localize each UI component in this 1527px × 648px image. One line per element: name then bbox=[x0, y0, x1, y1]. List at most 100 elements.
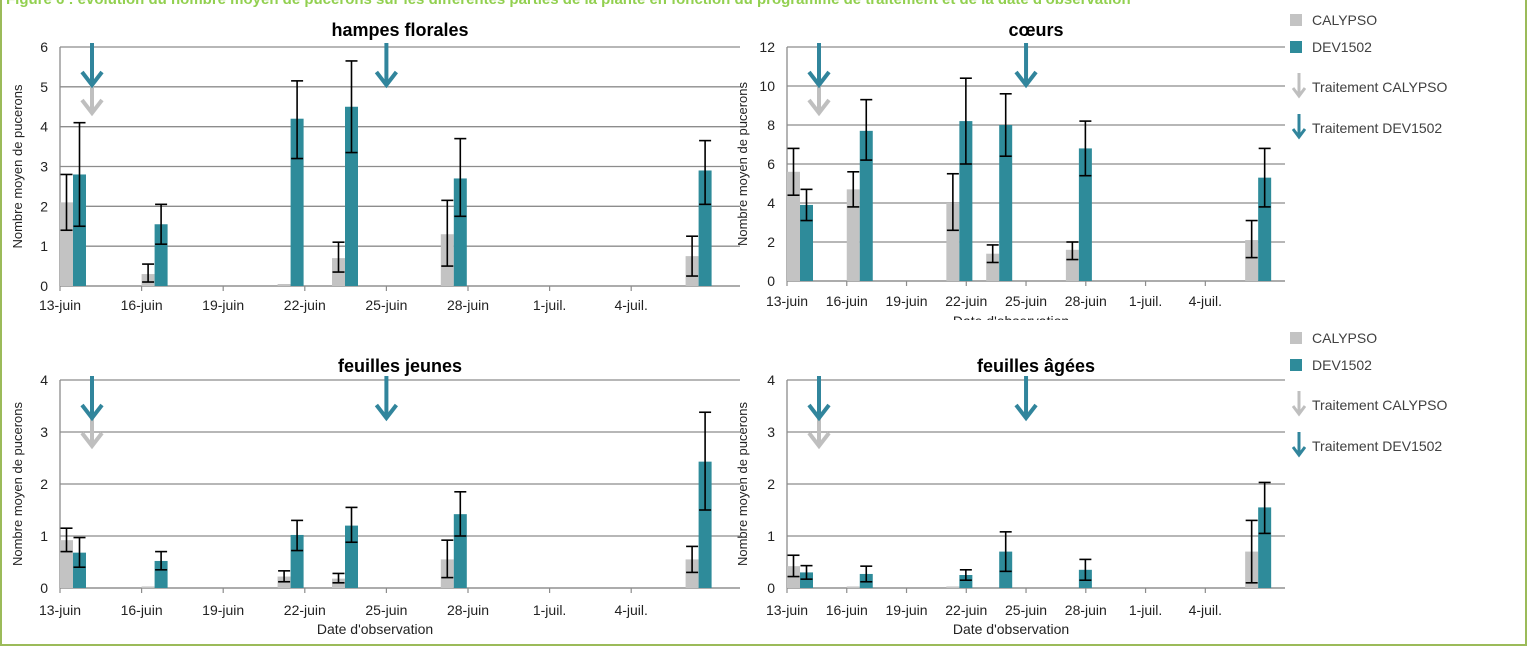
bar-dev1502 bbox=[154, 224, 168, 286]
treatment-arrow-dev1502 bbox=[1014, 376, 1038, 422]
bar-calypso bbox=[685, 559, 699, 588]
y-tick-label: 4 bbox=[40, 119, 48, 135]
bar-dev1502 bbox=[1258, 177, 1272, 281]
treatment-arrow-dev1502 bbox=[374, 43, 398, 89]
y-tick-label: 8 bbox=[767, 117, 775, 133]
y-tick-label: 1 bbox=[767, 528, 775, 544]
down-arrow-icon bbox=[1292, 73, 1306, 99]
bar-dev1502 bbox=[345, 106, 358, 286]
bar-dev1502 bbox=[959, 575, 973, 588]
legend-label: Traitement CALYPSO bbox=[1312, 79, 1448, 95]
y-tick-label: 0 bbox=[40, 278, 48, 294]
x-axis-label: Date d'observation bbox=[953, 313, 1069, 320]
x-axis-label: Date d'observation bbox=[317, 621, 433, 637]
bar-calypso bbox=[946, 203, 960, 281]
arrow-head bbox=[1014, 403, 1038, 422]
treatment-arrow-dev1502 bbox=[80, 43, 104, 89]
legend-swatch-dev1502 bbox=[1290, 41, 1302, 53]
bar-dev1502 bbox=[1078, 148, 1092, 281]
x-tick-label: 19-juin bbox=[202, 602, 244, 618]
figure-caption: Figure 6 : évolution du nombre moyen de … bbox=[6, 0, 1131, 8]
y-tick-label: 0 bbox=[40, 580, 48, 596]
x-tick-label: 25-juin bbox=[1005, 602, 1047, 618]
chart-title: hampes florales bbox=[331, 20, 468, 40]
bar-calypso bbox=[1245, 240, 1259, 281]
bar-calypso bbox=[986, 253, 1000, 281]
x-tick-label: 13-juin bbox=[766, 293, 808, 309]
legend-swatch-calypso bbox=[1290, 332, 1302, 344]
bar-dev1502 bbox=[453, 178, 467, 286]
x-tick-label: 1-juil. bbox=[533, 297, 566, 313]
bar-calypso bbox=[846, 189, 860, 281]
bar-calypso bbox=[946, 586, 960, 588]
x-tick-label: 1-juil. bbox=[533, 602, 566, 618]
y-tick-label: 5 bbox=[40, 79, 48, 95]
x-tick-label: 13-juin bbox=[39, 602, 81, 618]
bar-dev1502 bbox=[453, 514, 467, 588]
y-tick-label: 6 bbox=[767, 156, 775, 172]
bar-dev1502 bbox=[1258, 507, 1272, 588]
y-tick-label: 0 bbox=[767, 273, 775, 289]
legend-label: DEV1502 bbox=[1312, 357, 1372, 373]
arrow-head bbox=[80, 403, 104, 422]
down-arrow-icon bbox=[1292, 432, 1306, 458]
bar-calypso bbox=[787, 171, 800, 281]
y-tick-label: 4 bbox=[40, 372, 48, 388]
bar-dev1502 bbox=[859, 130, 873, 281]
x-tick-label: 19-juin bbox=[886, 293, 928, 309]
legend-bottom: CALYPSO DEV1502 Traitement CALYPSO Trait… bbox=[1290, 330, 1520, 460]
bar-dev1502 bbox=[800, 572, 813, 588]
x-axis-label: Date d'observation bbox=[317, 317, 433, 320]
bar-calypso bbox=[277, 284, 291, 286]
chart-hampes-florales: 0 1 2 3 4 5 6 13-juin 16-juin 19-juin 22-juin 25-ju… bbox=[10, 20, 740, 320]
arrow-head bbox=[374, 70, 398, 89]
bar-dev1502 bbox=[73, 174, 86, 286]
y-tick-label: 2 bbox=[767, 234, 775, 250]
bar-calypso bbox=[141, 586, 155, 588]
y-tick-label: 0 bbox=[767, 580, 775, 596]
bar-dev1502 bbox=[698, 170, 712, 286]
chart-feuilles-jeunes: 0 1 2 3 4 13-juin 16-juin 19-juin 22-juin 25-juin… bbox=[10, 356, 740, 637]
x-tick-label: 28-juin bbox=[447, 602, 489, 618]
x-tick-label: 4-juil. bbox=[1189, 293, 1222, 309]
bar-dev1502 bbox=[290, 534, 304, 588]
y-tick-label: 4 bbox=[767, 372, 775, 388]
y-tick-label: 2 bbox=[40, 476, 48, 492]
arrow-head bbox=[807, 403, 831, 422]
y-axis-label: Nombre moyen de pucerons bbox=[735, 81, 750, 246]
y-axis-label: Nombre moyen de pucerons bbox=[10, 401, 25, 566]
figure-caption-strip: Figure 6 : évolution du nombre moyen de … bbox=[0, 0, 1527, 10]
x-tick-label: 25-juin bbox=[1005, 293, 1047, 309]
x-tick-label: 28-juin bbox=[1065, 293, 1107, 309]
legend-top: CALYPSO DEV1502 Traitement CALYPSO Trait… bbox=[1290, 12, 1520, 142]
bar-dev1502 bbox=[345, 525, 358, 588]
x-tick-label: 25-juin bbox=[365, 602, 407, 618]
arrow-head bbox=[374, 403, 398, 422]
legend-swatch-dev1502 bbox=[1290, 359, 1302, 371]
bar-dev1502 bbox=[999, 125, 1013, 281]
y-tick-label: 3 bbox=[40, 159, 48, 175]
bar-calypso bbox=[1065, 249, 1079, 281]
y-tick-label: 3 bbox=[40, 424, 48, 440]
x-tick-label: 4-juil. bbox=[614, 297, 647, 313]
chart-title: cœurs bbox=[1008, 20, 1063, 40]
chart-title: feuilles âgées bbox=[977, 356, 1095, 376]
x-tick-label: 13-juin bbox=[39, 297, 81, 313]
chart-feuilles-agees: 0 1 2 3 4 13-juin 16-juin 19-juin 22-juin 25-juin… bbox=[735, 356, 1285, 637]
y-tick-label: 2 bbox=[40, 198, 48, 214]
bar-calypso bbox=[60, 202, 73, 286]
arrow-head bbox=[807, 431, 831, 450]
bar-dev1502 bbox=[154, 560, 168, 588]
y-tick-label: 1 bbox=[40, 238, 48, 254]
x-tick-label: 22-juin bbox=[945, 602, 987, 618]
y-axis-label: Nombre moyen de pucerons bbox=[10, 84, 25, 249]
x-axis-label: Date d'observation bbox=[953, 621, 1069, 637]
treatment-arrow-dev1502 bbox=[80, 376, 104, 422]
y-tick-label: 6 bbox=[40, 39, 48, 55]
legend-label: Traitement CALYPSO bbox=[1312, 397, 1448, 413]
x-tick-label: 16-juin bbox=[121, 602, 163, 618]
arrow-head bbox=[807, 70, 831, 89]
bar-calypso bbox=[846, 586, 860, 588]
down-arrow-icon bbox=[1292, 391, 1306, 417]
